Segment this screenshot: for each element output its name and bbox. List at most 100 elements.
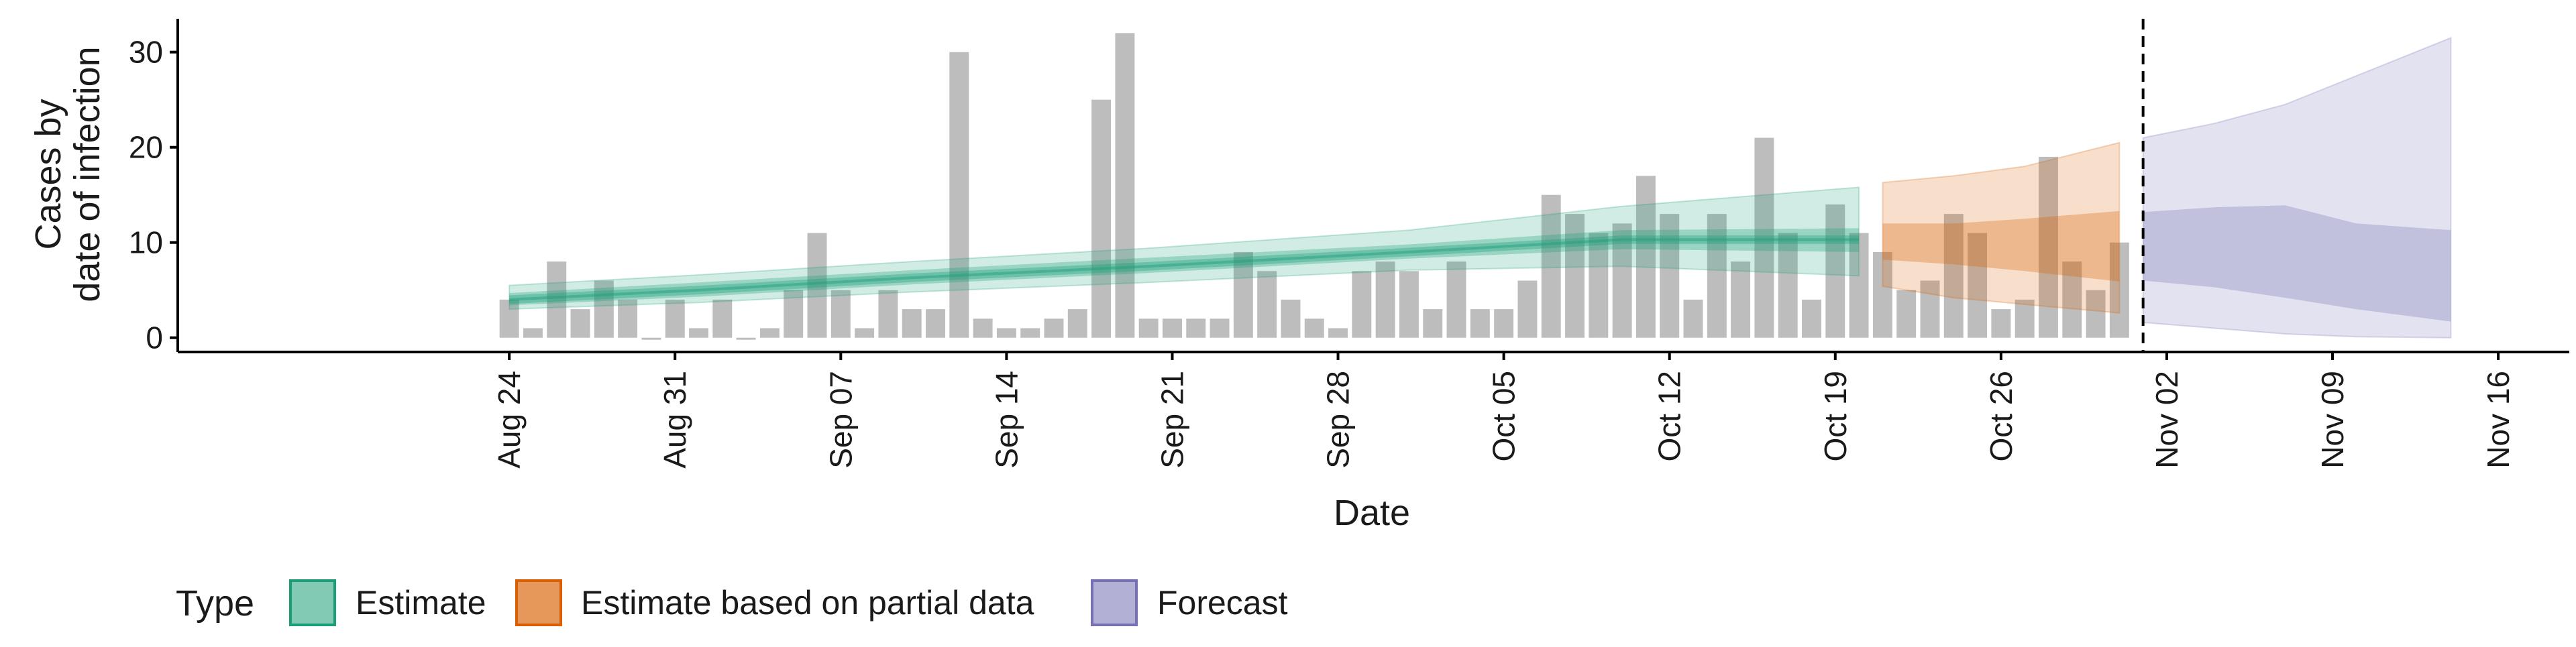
bar xyxy=(1494,309,1514,338)
bar xyxy=(1423,309,1443,338)
bar xyxy=(1067,309,1087,338)
bar xyxy=(759,328,780,338)
bar xyxy=(1186,318,1206,338)
bar xyxy=(1541,194,1561,338)
legend-key-partial-estimate xyxy=(515,579,562,626)
bar xyxy=(973,318,993,338)
bar xyxy=(878,290,898,338)
bar xyxy=(1968,233,1988,338)
bar xyxy=(1257,271,1277,338)
y-ticks: 0 10 20 30 xyxy=(129,35,178,355)
x-tick-label: Nov 09 xyxy=(2315,371,2350,469)
bar xyxy=(1920,280,1940,338)
forecast-band-50 xyxy=(2143,205,2451,322)
bar xyxy=(1612,223,1632,338)
x-tick-label: Sep 14 xyxy=(989,371,1024,469)
x-tick-label: Oct 05 xyxy=(1487,371,1521,462)
bar xyxy=(1375,261,1395,338)
bar xyxy=(1328,328,1348,338)
bar xyxy=(1470,309,1490,338)
bar xyxy=(1517,280,1538,338)
legend-title: Type xyxy=(176,583,254,624)
bar xyxy=(523,328,543,338)
bands-layer xyxy=(508,36,2452,339)
x-tick-label: Sep 07 xyxy=(823,371,858,469)
estimate-band-90 xyxy=(508,186,1860,310)
bar xyxy=(1138,318,1159,338)
bar xyxy=(1660,214,1680,338)
bar xyxy=(784,290,804,338)
x-tick-label: Oct 19 xyxy=(1818,371,1853,462)
bar xyxy=(618,299,638,338)
legend-key-estimate xyxy=(289,579,336,626)
bar xyxy=(499,299,519,338)
bar xyxy=(1683,299,1703,338)
bar xyxy=(2015,299,2035,338)
bars-layer xyxy=(499,33,2129,340)
y-tick-label: 20 xyxy=(129,130,163,165)
estimate-median-band xyxy=(509,235,1860,304)
bar xyxy=(1849,233,1869,338)
bar xyxy=(1943,214,1964,338)
estimate-median-line xyxy=(509,238,1860,301)
bar xyxy=(1233,251,1253,338)
bar xyxy=(1115,33,1135,338)
bar xyxy=(1778,233,1798,338)
partial-estimate-band-50 xyxy=(1882,211,2120,282)
bar xyxy=(1565,214,1585,338)
y-axis-title-line1: Cases by xyxy=(28,99,68,249)
bar xyxy=(855,328,875,338)
bar xyxy=(1304,318,1324,338)
x-tick-label: Nov 02 xyxy=(2149,371,2184,469)
bar xyxy=(736,337,756,340)
x-tick-label: Aug 31 xyxy=(657,371,692,469)
bar xyxy=(1991,309,2011,338)
x-tick-label: Aug 24 xyxy=(492,371,527,469)
bar xyxy=(1731,261,1751,338)
bar xyxy=(2109,242,2129,338)
bar xyxy=(1210,318,1230,338)
bar xyxy=(949,52,969,338)
y-axis-title-line2: date of infection xyxy=(67,46,107,302)
bar xyxy=(1091,99,1112,338)
x-tick-label: Oct 26 xyxy=(1984,371,2019,462)
x-ticks: Aug 24 Aug 31 Sep 07 Sep 14 Sep 21 Sep 28 Oct … xyxy=(492,352,2516,469)
bar xyxy=(1399,271,1419,338)
bar xyxy=(689,328,709,338)
x-tick-label: Sep 28 xyxy=(1321,371,1356,469)
bar xyxy=(1281,299,1301,338)
bar xyxy=(570,309,590,338)
legend-label-estimate: Estimate xyxy=(356,584,486,622)
x-tick-label: Oct 12 xyxy=(1652,371,1687,462)
bar xyxy=(665,299,685,338)
forecast-band-90 xyxy=(2142,36,2452,339)
bar xyxy=(547,261,567,338)
bar xyxy=(1352,271,1372,338)
bar xyxy=(1872,251,1892,338)
bar xyxy=(1896,290,1917,338)
y-tick-label: 30 xyxy=(129,35,163,70)
bar xyxy=(1163,318,1182,338)
bar xyxy=(2086,290,2106,338)
bar xyxy=(2038,156,2058,338)
legend-label-partial-estimate: Estimate based on partial data xyxy=(581,584,1034,622)
bar xyxy=(996,328,1016,338)
bar xyxy=(641,337,661,340)
x-axis-title: Date xyxy=(1334,493,1410,533)
bar xyxy=(1802,299,1821,338)
bar xyxy=(1707,214,1727,338)
legend-label-forecast: Forecast xyxy=(1157,584,1288,622)
bar xyxy=(926,309,945,338)
bar xyxy=(1589,233,1609,338)
bar xyxy=(902,309,922,338)
y-tick-label: 10 xyxy=(129,225,163,260)
bar xyxy=(2062,261,2082,338)
bar xyxy=(1754,137,1774,338)
bar xyxy=(807,233,827,338)
y-tick-label: 0 xyxy=(146,320,163,355)
bar xyxy=(830,290,851,338)
bar xyxy=(1020,328,1040,338)
bar xyxy=(1446,261,1466,338)
